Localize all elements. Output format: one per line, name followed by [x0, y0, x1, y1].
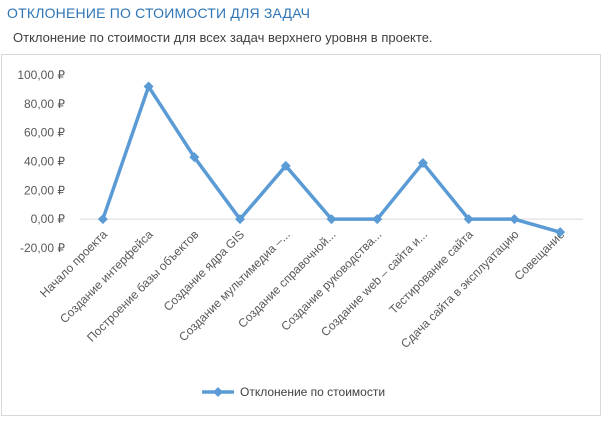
y-tick-label: 100,00 ₽ — [17, 68, 65, 82]
data-point-marker — [372, 214, 383, 225]
data-point-marker — [97, 214, 108, 225]
legend-marker-icon — [213, 387, 223, 397]
y-tick-label: -20,00 ₽ — [20, 241, 65, 255]
x-tick-label: Тестирование сайта — [386, 227, 476, 317]
data-point-marker — [143, 81, 154, 92]
data-point-marker — [189, 152, 200, 163]
y-tick-label: 80,00 ₽ — [24, 97, 65, 111]
data-point-marker — [555, 227, 566, 238]
y-tick-label: 60,00 ₽ — [24, 126, 65, 140]
y-tick-label: 0,00 ₽ — [31, 212, 66, 226]
data-point-marker — [235, 214, 246, 225]
report-subtitle: Отклонение по стоимости для всех задач в… — [13, 30, 433, 45]
y-tick-label: 40,00 ₽ — [24, 155, 65, 169]
data-point-marker — [509, 214, 520, 225]
y-tick-label: 20,00 ₽ — [24, 183, 65, 197]
x-tick-label: Создание ядра GIS — [161, 227, 247, 313]
data-point-marker — [417, 157, 428, 168]
data-point-marker — [280, 160, 291, 171]
legend-label: Отклонение по стоимости — [240, 385, 385, 399]
data-point-marker — [326, 214, 337, 225]
chart-frame — [1, 54, 601, 416]
data-point-marker — [463, 214, 474, 225]
report-title: ОТКЛОНЕНИЕ ПО СТОИМОСТИ ДЛЯ ЗАДАЧ — [7, 5, 311, 21]
series-line — [101, 84, 562, 234]
